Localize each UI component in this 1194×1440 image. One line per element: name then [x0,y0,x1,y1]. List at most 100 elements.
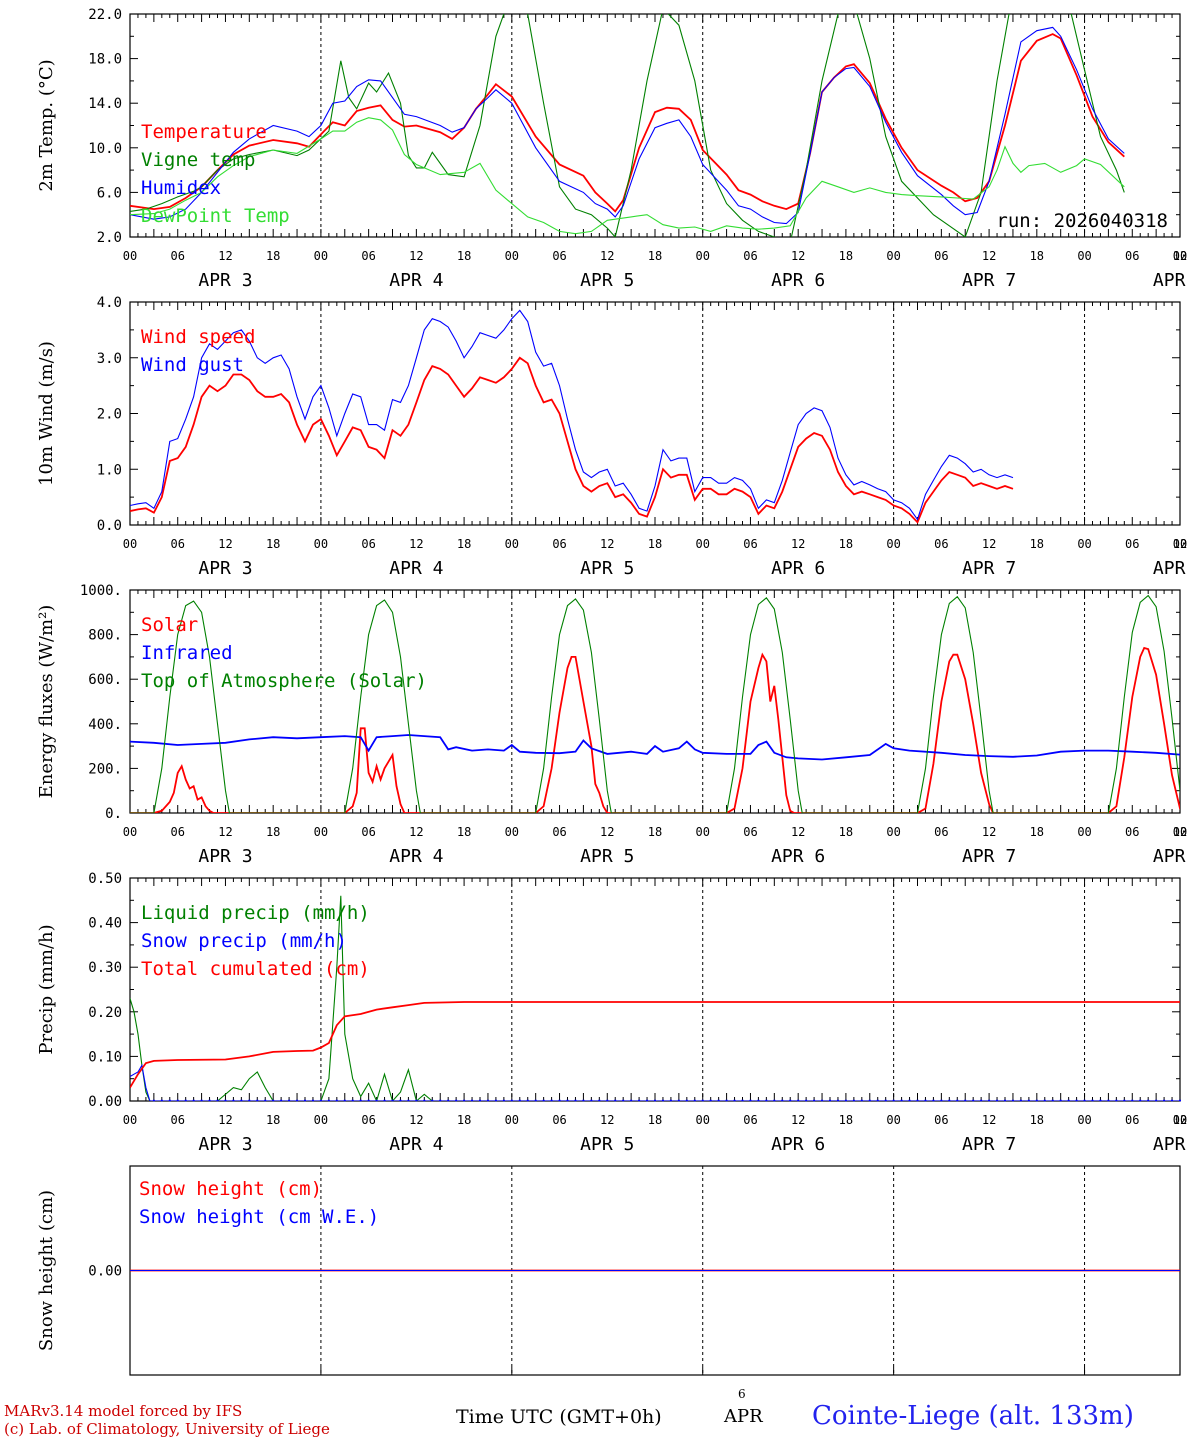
day-label: APR 8 [1153,270,1194,291]
day-label: APR 6 [771,270,825,291]
hour-label: 00 [1173,825,1187,839]
legend-entry: Total cumulated (cm) [141,958,370,980]
day-label: APR 5 [580,1134,634,1155]
day-label: APR 8 [1153,1134,1194,1155]
hour-label: 06 [552,537,566,551]
hour-label: 00 [314,537,328,551]
y-tick-label: 14.0 [88,96,122,112]
hour-label: 00 [123,1113,137,1127]
day-label: APR 3 [198,846,252,867]
hour-label: 12 [982,1113,996,1127]
hour-label: 18 [839,537,853,551]
day-label: APR 3 [198,270,252,291]
hour-label: 12 [409,1113,423,1127]
legend-entry: Temperature [141,121,267,143]
hour-label: 12 [218,537,232,551]
hour-label: 12 [218,249,232,263]
hour-label: 00 [123,537,137,551]
hour-label: 06 [1125,537,1139,551]
y-tick-label: 4.0 [97,295,122,311]
legend-entry: DewPoint Temp [141,205,290,227]
hour-label: 06 [743,1113,757,1127]
hour-label: 12 [409,537,423,551]
hour-label: 12 [1173,537,1187,551]
legend-entry: Wind gust [141,354,244,376]
day-label: APR 5 [580,558,634,579]
hour-label: 06 [171,537,185,551]
series-line-0-1 [130,14,1125,237]
hour-label: 00 [1173,537,1187,551]
hour-label: 06 [552,249,566,263]
hour-label: 18 [457,825,471,839]
hour-label: 12 [1173,825,1187,839]
hour-label: 00 [1173,249,1187,263]
hour-label: 00 [314,249,328,263]
hour-label: 06 [743,825,757,839]
hour-label: 00 [1077,537,1091,551]
hour-label: 06 [171,1113,185,1127]
hour-label: 06 [743,537,757,551]
day-label: APR 4 [389,846,443,867]
day-label: APR 4 [389,270,443,291]
time-axis-label: Time UTC (GMT+0h) [456,1406,662,1428]
day-label: APR 7 [962,846,1016,867]
hour-label: 18 [1030,249,1044,263]
hour-label: 00 [123,825,137,839]
y-tick-label: 1000. [80,583,122,599]
hour-label: 12 [409,249,423,263]
hour-label: 00 [505,537,519,551]
hour-label: 12 [600,249,614,263]
hour-label: 00 [314,825,328,839]
hour-label: 00 [696,825,710,839]
series-line-0-2 [130,26,1125,225]
y-tick-label: 0.50 [88,871,122,887]
legend-entry: Snow height (cm W.E.) [139,1206,379,1228]
hour-label: 06 [361,1113,375,1127]
hour-label: 00 [123,249,137,263]
hour-label: 06 [934,1113,948,1127]
hour-label: 06 [743,249,757,263]
plot-frame-1 [129,301,1181,526]
hour-label: 18 [1030,537,1044,551]
y-tick-label: 200. [88,761,122,777]
series-line-2-2 [130,594,1180,813]
hour-label: 18 [648,537,662,551]
y-axis-label-0: 2m Temp. (°C) [36,59,57,191]
hour-label: 18 [1030,1113,1044,1127]
hour-label: 18 [266,825,280,839]
day-label: APR 3 [198,1134,252,1155]
hour-label: 12 [218,825,232,839]
hour-label: 12 [791,1113,805,1127]
hour-label: 00 [886,1113,900,1127]
day-label: APR 6 [771,558,825,579]
y-tick-label: 3.0 [97,351,122,367]
hour-label: 12 [791,537,805,551]
series-line-0-0 [130,33,1125,213]
series-line-0-3 [130,117,1125,235]
y-tick-label: 0.40 [88,916,122,932]
series-line-3-0 [130,895,1180,1101]
hour-label: 18 [648,249,662,263]
hour-label: 00 [696,249,710,263]
hour-label: 12 [600,825,614,839]
y-tick-label: 800. [88,628,122,644]
day-label: APR 5 [580,846,634,867]
hour-label: 00 [1077,249,1091,263]
hour-label: 06 [1125,825,1139,839]
y-tick-label: 18.0 [88,52,122,68]
y-tick-label: 2.0 [97,230,122,246]
series-line-3-2 [130,1001,1180,1089]
y-tick-label: 1.0 [97,462,122,478]
y-axis-label-4: Snow height (cm) [36,1190,57,1351]
hour-label: 06 [1125,1113,1139,1127]
hour-label: 12 [1173,1113,1187,1127]
hour-label: 18 [457,249,471,263]
day-label: APR 6 [771,1134,825,1155]
y-tick-label: 2.0 [97,407,122,423]
month-number: 6 [738,1387,746,1401]
hour-label: 00 [505,249,519,263]
day-label: APR 6 [771,846,825,867]
hour-label: 18 [266,537,280,551]
legend-entry: Solar [141,614,198,636]
